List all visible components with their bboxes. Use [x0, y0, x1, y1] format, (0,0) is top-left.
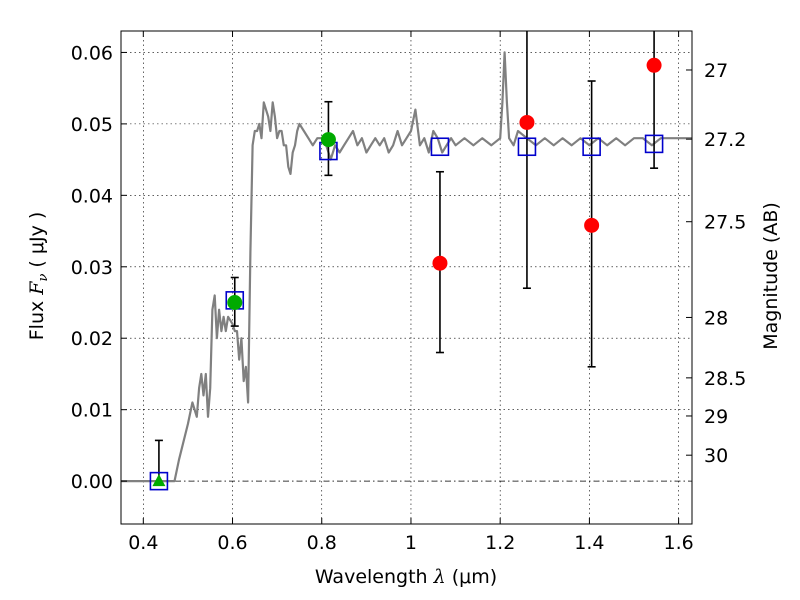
- data-points-group: [152, 57, 662, 487]
- x-axis-label-symbol: λ: [433, 566, 446, 588]
- model-flux-box: [517, 137, 537, 157]
- x-tick-label: 0.8: [307, 532, 337, 554]
- y-axis-label-symbol: F: [26, 281, 48, 296]
- model-flux-box: [644, 134, 664, 154]
- observed-flux-point: [519, 114, 535, 130]
- y-tick-label: 0.04: [71, 185, 113, 207]
- model-flux-box: [149, 471, 169, 491]
- y-tick-label: 0.05: [71, 114, 113, 136]
- y-axis-label: Flux Fν ( μJy ): [26, 212, 51, 341]
- x-tick-label: 0.6: [217, 532, 247, 554]
- y-tick-label: 0.03: [71, 257, 113, 279]
- x-tick-label: 1: [405, 532, 417, 554]
- x-tick-label: 1.6: [664, 532, 694, 554]
- errorbars-group: [154, 31, 659, 482]
- y-tick-label: 0.01: [71, 400, 113, 422]
- x-axis-label: Wavelength λ (μm): [315, 566, 497, 588]
- y-tick-label: 0.02: [71, 328, 113, 350]
- x-axis-label-text: Wavelength: [315, 566, 428, 588]
- plot-frame: [120, 30, 693, 525]
- mag-tick-label: 28: [704, 307, 728, 329]
- y-axis-label-unit: ( μJy ): [26, 212, 48, 268]
- y-axis-label-subscript: ν: [36, 274, 51, 282]
- mag-tick-label: 30: [704, 445, 728, 467]
- y-tick-label: 0.00: [71, 471, 113, 493]
- x-tick-label: 1.4: [574, 532, 604, 554]
- y-axis-label-text: Flux: [26, 301, 48, 341]
- observed-flux-point: [227, 295, 243, 311]
- mag-tick-label: 27.5: [704, 212, 746, 234]
- mag-tick-label: 27: [704, 60, 728, 82]
- ticks-group: 0.4 0.6 0.8 1 1.2 1.4 1.6 0.00 0.01 0.02 0.03 0.04 0…: [71, 31, 746, 554]
- mag-tick-label: 29: [704, 406, 728, 428]
- magnitude-axis-label: Magnitude (AB): [760, 202, 782, 350]
- observed-flux-triangle: [152, 474, 166, 487]
- x-axis-label-unit: (μm): [452, 566, 497, 588]
- model-flux-box: [430, 137, 450, 157]
- mag-tick-label: 27.2: [704, 129, 746, 151]
- x-tick-label: 0.4: [128, 532, 158, 554]
- y-tick-label: 0.06: [71, 42, 113, 64]
- model-flux-box: [582, 137, 601, 157]
- observed-flux-point: [584, 217, 600, 233]
- observed-flux-point: [320, 132, 336, 148]
- observed-flux-point: [432, 255, 448, 271]
- mag-tick-label: 28.5: [704, 368, 746, 390]
- x-tick-label: 1.2: [485, 532, 515, 554]
- observed-flux-point: [646, 57, 662, 73]
